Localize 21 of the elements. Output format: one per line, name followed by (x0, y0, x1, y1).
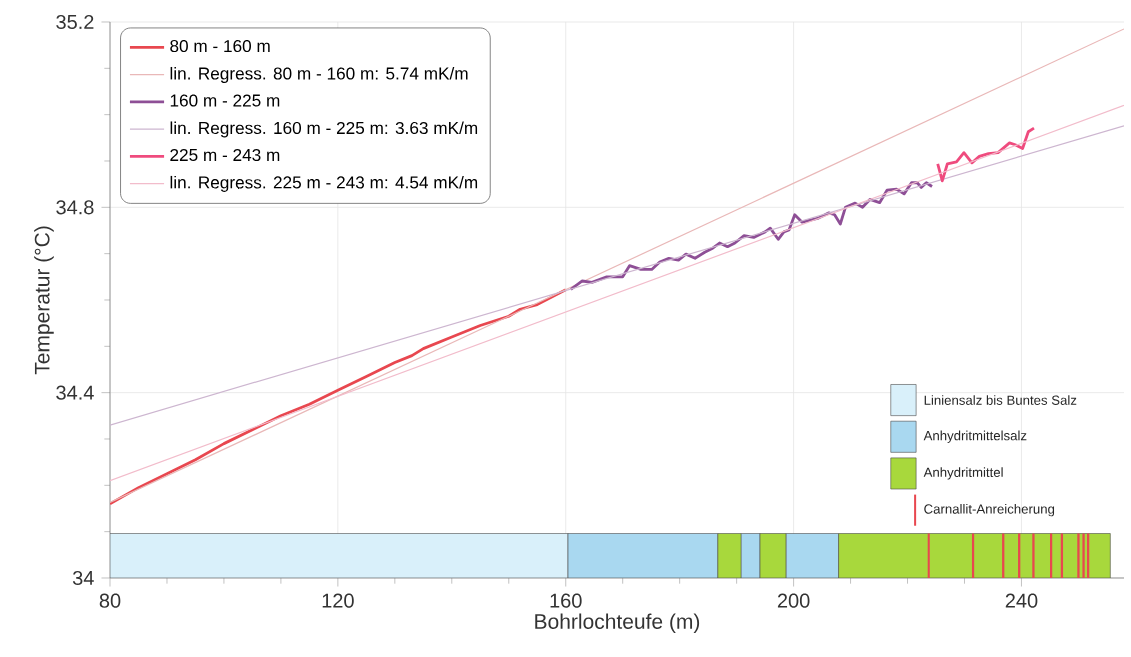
x-tick-label: 200 (777, 593, 810, 608)
legend-label: lin. Regress. 225 m - 243 m: 4.54 mK/m (170, 175, 478, 192)
y-axis-title: Temperatur (°C) (34, 226, 54, 375)
legend-label: Anhydritmittelsalz (923, 430, 1027, 443)
x-tick-label: 160 (550, 593, 582, 608)
y-tick-label: 35.2 (56, 14, 94, 30)
x-tick-label: 80 (99, 593, 121, 608)
x-tick-label: 120 (322, 593, 354, 608)
legend-label: Carnallit-Anreicherung (924, 504, 1055, 517)
legend-label: Anhydritmittel (923, 467, 1003, 480)
legend-label: 80 m - 160 m (170, 39, 270, 53)
x-axis-title: Bohrlochteufe (m) (535, 613, 700, 634)
legend-label: lin. Regress. 160 m - 225 m: 3.63 mK/m (170, 121, 478, 138)
legend-label: 160 m - 225 m (170, 94, 280, 107)
y-tick-label: 34.4 (56, 385, 94, 400)
legend-label: Liniensalz bis Buntes Salz (924, 395, 1077, 405)
legend-label: lin. Regress. 80 m - 160 m: 5.74 mK/m (170, 66, 468, 83)
y-tick-label: 34 (72, 570, 94, 586)
x-tick-label: 240 (1005, 593, 1038, 608)
y-tick-label: 34.8 (56, 200, 94, 215)
legend-label: 225 m - 243 m (170, 148, 280, 162)
